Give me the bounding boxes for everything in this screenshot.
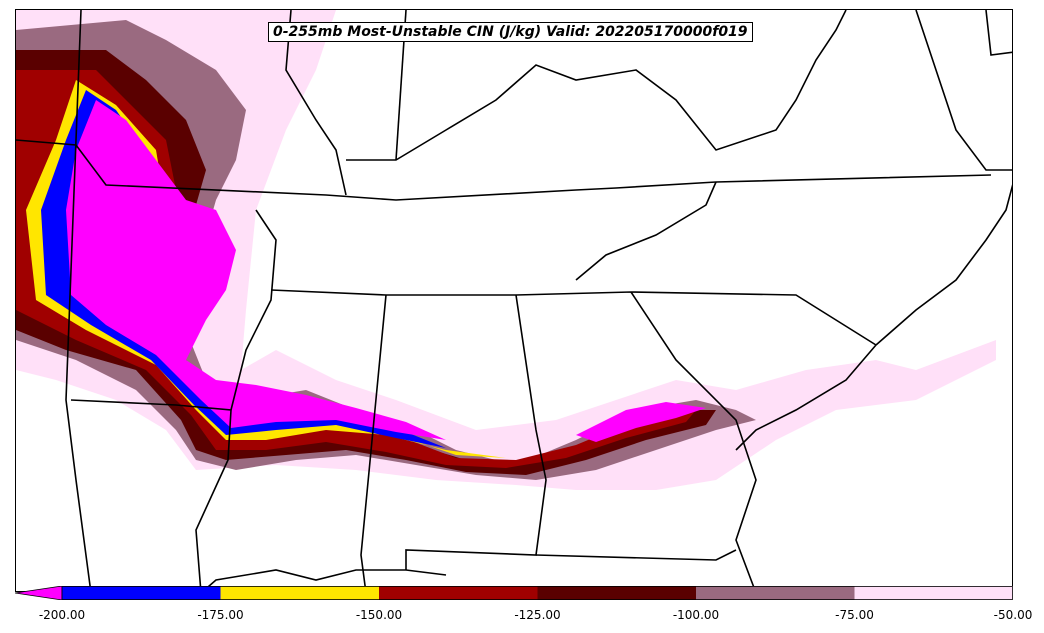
colorbar-tick-label: -100.00 [672,608,720,622]
boundary-line [230,209,277,411]
boundary-line [360,294,387,591]
colorbar-segment [62,586,221,600]
boundary-line [65,10,92,591]
boundary-line [346,10,847,161]
colorbar-segment [696,586,855,600]
boundary-line [575,181,717,281]
boundary-line [270,289,877,346]
boundary-line [285,10,347,196]
cin-region-light-pink [16,10,996,490]
boundary-line [735,344,877,451]
colorbar-tick-label: -75.00 [835,608,874,622]
colorbar-tick-label: -50.00 [993,608,1033,622]
colorbar-outline [61,586,1013,600]
colorbar [15,586,1013,600]
colorbar-tick-label: -175.00 [197,608,244,622]
cin-region-magenta-2 [576,402,706,442]
map-title: 0-255mb Most-Unstable CIN (J/kg) Valid: … [268,22,753,42]
colorbar-segment [379,586,538,600]
boundary-line [70,399,232,591]
boundary-line [535,549,737,561]
cin-region-magenta [66,100,446,440]
boundary-line [915,10,1012,171]
colorbar-segment [854,586,1013,600]
boundary-line [630,291,757,591]
boundary-line [202,569,447,591]
boundary-line [405,294,547,570]
boundary-line [985,10,1012,56]
state-boundaries [16,10,1012,591]
cin-map [16,10,1012,591]
cin-region-mauve [16,20,756,480]
boundary-line [16,139,992,201]
cin-shading [16,10,996,490]
colorbar-tick-label: -125.00 [514,608,561,622]
colorbar-segment [220,586,379,600]
map-panel: 0-255mb Most-Unstable CIN (J/kg) Valid: … [15,9,1013,592]
colorbar-segment [537,586,696,600]
colorbar-tick-label: -150.00 [355,608,403,622]
boundary-line [875,184,1012,346]
colorbar-tick-label: -200.00 [38,608,86,622]
colorbar-extension-min [15,586,63,600]
